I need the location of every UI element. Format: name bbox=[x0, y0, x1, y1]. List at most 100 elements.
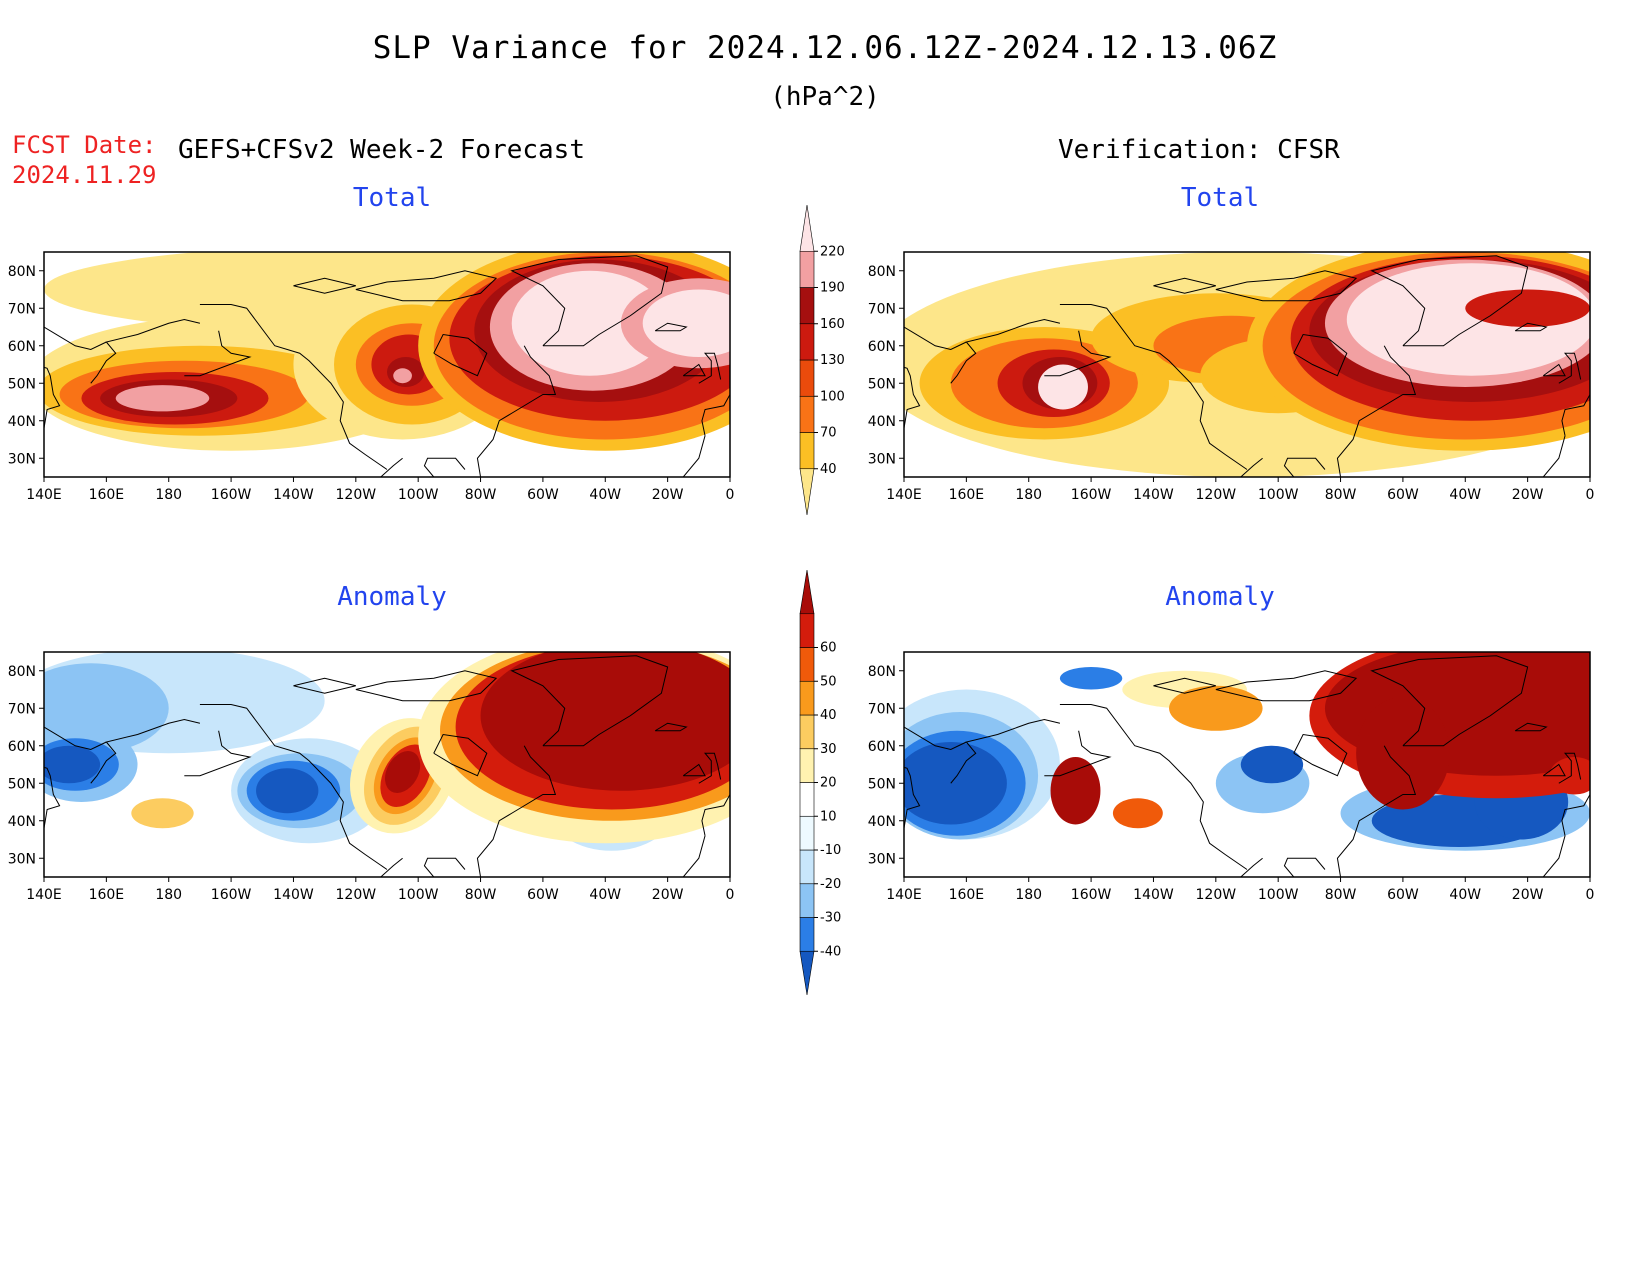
map-frame bbox=[43, 251, 731, 478]
anomaly-colorbar-label: -40 bbox=[820, 944, 841, 959]
lat-tick-label: 40N bbox=[868, 414, 896, 430]
lon-tick-label: 0 bbox=[1586, 887, 1595, 903]
anomaly-colorbar-label: -10 bbox=[820, 843, 841, 858]
anomaly-colorbar-label: 10 bbox=[820, 809, 837, 824]
lat-tick-label: 40N bbox=[868, 814, 896, 830]
forecast-total-coastlines bbox=[44, 255, 730, 477]
anomaly-colorbar-swatch bbox=[799, 714, 815, 750]
anomaly-colorbar-swatch bbox=[799, 570, 815, 615]
verif-total-coastlines bbox=[904, 255, 1590, 477]
lat-tick-label: 70N bbox=[8, 701, 36, 717]
total-colorbar: 40 70 100 130 160 190 220 bbox=[799, 205, 845, 516]
total-colorbar-swatch bbox=[799, 359, 815, 397]
lon-tick-label: 0 bbox=[726, 487, 735, 503]
lat-tick-label: 50N bbox=[8, 376, 36, 392]
verif-total-shading bbox=[904, 252, 1590, 477]
anomaly-colorbar-swatch bbox=[799, 748, 815, 783]
anomaly-colorbar-swatch bbox=[799, 849, 815, 885]
anomaly-colorbar-swatch bbox=[799, 815, 815, 851]
fcst-date-value: 2024.11.29 bbox=[12, 161, 157, 189]
forecast-heading: GEFS+CFSv2 Week-2 Forecast bbox=[178, 135, 585, 165]
lat-tick-label: 80N bbox=[8, 664, 36, 680]
lat-tick-label: 60N bbox=[8, 339, 36, 355]
lat-tick-label: 70N bbox=[8, 301, 36, 317]
total-colorbar-swatch bbox=[799, 468, 815, 516]
lat-tick-label: 80N bbox=[868, 664, 896, 680]
forecast-total-shading bbox=[44, 252, 730, 477]
anomaly-colorbar-swatch bbox=[799, 613, 815, 648]
verification-anomaly-map: 140E 160E 180 160W 140W 120W 100W 80W 60W 40W 20W 0… bbox=[868, 651, 1595, 903]
lon-tick-label: 40W bbox=[1449, 887, 1481, 903]
total-colorbar-swatch bbox=[799, 205, 815, 252]
lat-tick-label: 60N bbox=[868, 739, 896, 755]
lat-tick-label: 30N bbox=[8, 851, 36, 867]
total-colorbar-swatch bbox=[799, 432, 815, 470]
anomaly-colorbar-label: 20 bbox=[820, 776, 837, 791]
lon-tick-label: 60W bbox=[1387, 487, 1419, 503]
total-colorbar-label: 190 bbox=[820, 281, 845, 296]
lon-tick-label: 160W bbox=[211, 487, 252, 503]
total-colorbar-label: 220 bbox=[820, 244, 845, 259]
anomaly-colorbar-label: 60 bbox=[820, 641, 837, 656]
lat-tick-label: 40N bbox=[8, 414, 36, 430]
lon-tick-label: 180 bbox=[155, 487, 182, 503]
lon-tick-label: 20W bbox=[652, 487, 684, 503]
lat-tick-label: 40N bbox=[8, 814, 36, 830]
lon-tick-label: 180 bbox=[1015, 487, 1042, 503]
lon-tick-label: 140E bbox=[26, 887, 62, 903]
lat-tick-label: 50N bbox=[868, 376, 896, 392]
map-frame bbox=[43, 651, 731, 878]
lon-tick-label: 180 bbox=[155, 887, 182, 903]
lon-tick-label: 80W bbox=[465, 887, 497, 903]
anomaly-colorbar-label: 50 bbox=[820, 674, 837, 689]
lat-tick-label: 30N bbox=[868, 851, 896, 867]
lon-tick-label: 120W bbox=[1196, 887, 1237, 903]
map-frame bbox=[903, 251, 1591, 478]
units-label: (hPa^2) bbox=[770, 82, 880, 112]
forecast-anomaly-title: Anomaly bbox=[337, 582, 447, 612]
lon-tick-label: 140E bbox=[886, 887, 922, 903]
forecast-anomaly-coastlines bbox=[44, 655, 730, 877]
anomaly-colorbar-swatch bbox=[799, 782, 815, 817]
total-colorbar-swatch bbox=[799, 395, 815, 433]
lon-tick-label: 80W bbox=[1325, 487, 1357, 503]
anomaly-colorbar-label: -30 bbox=[820, 911, 841, 926]
anomaly-colorbar: -40 -30 -20 -10 10 20 30 40 50 60 bbox=[799, 570, 841, 996]
total-colorbar-label: 160 bbox=[820, 317, 845, 332]
lon-tick-label: 160E bbox=[89, 887, 125, 903]
lon-tick-label: 60W bbox=[527, 887, 559, 903]
forecast-anomaly-shading bbox=[44, 652, 730, 877]
lat-tick-label: 70N bbox=[868, 301, 896, 317]
lon-tick-label: 120W bbox=[336, 487, 377, 503]
total-colorbar-label: 70 bbox=[820, 426, 837, 441]
lon-tick-label: 40W bbox=[1449, 487, 1481, 503]
lat-tick-label: 60N bbox=[8, 739, 36, 755]
forecast-anomaly-map: 140E 160E 180 160W 140W 120W 100W 80W 60W 40W 20W 0… bbox=[8, 651, 734, 903]
lon-tick-label: 140E bbox=[886, 487, 922, 503]
verif-anomaly-axes: 140E 160E 180 160W 140W 120W 100W 80W 60W 40W 20W 0… bbox=[868, 651, 1595, 903]
lon-tick-label: 120W bbox=[1196, 487, 1237, 503]
lon-tick-label: 100W bbox=[1258, 887, 1299, 903]
lat-tick-label: 50N bbox=[868, 776, 896, 792]
lon-tick-label: 60W bbox=[1387, 887, 1419, 903]
lon-tick-label: 140E bbox=[26, 487, 62, 503]
lat-tick-label: 60N bbox=[868, 339, 896, 355]
lon-tick-label: 100W bbox=[398, 487, 439, 503]
forecast-total-map: 140E 160E 180 160W 140W 120W 100W 80W 60W 40W 20W 0… bbox=[8, 251, 735, 503]
total-colorbar-swatch bbox=[799, 323, 815, 361]
total-colorbar-label: 130 bbox=[820, 353, 845, 368]
lon-tick-label: 140W bbox=[1133, 487, 1174, 503]
lon-tick-label: 20W bbox=[652, 887, 684, 903]
lat-tick-label: 30N bbox=[8, 451, 36, 467]
total-colorbar-swatch bbox=[799, 287, 815, 325]
lat-tick-label: 50N bbox=[8, 776, 36, 792]
verification-total-title: Total bbox=[1180, 183, 1260, 213]
lon-tick-label: 120W bbox=[336, 887, 377, 903]
lon-tick-label: 140W bbox=[273, 487, 314, 503]
lat-tick-label: 80N bbox=[8, 264, 36, 280]
lon-tick-label: 160W bbox=[1071, 887, 1112, 903]
anomaly-colorbar-swatch bbox=[799, 950, 815, 996]
lon-tick-label: 80W bbox=[465, 487, 497, 503]
lon-tick-label: 160W bbox=[1071, 487, 1112, 503]
forecast-anomaly-axes: 140E 160E 180 160W 140W 120W 100W 80W 60W 40W 20W 0… bbox=[8, 651, 734, 903]
